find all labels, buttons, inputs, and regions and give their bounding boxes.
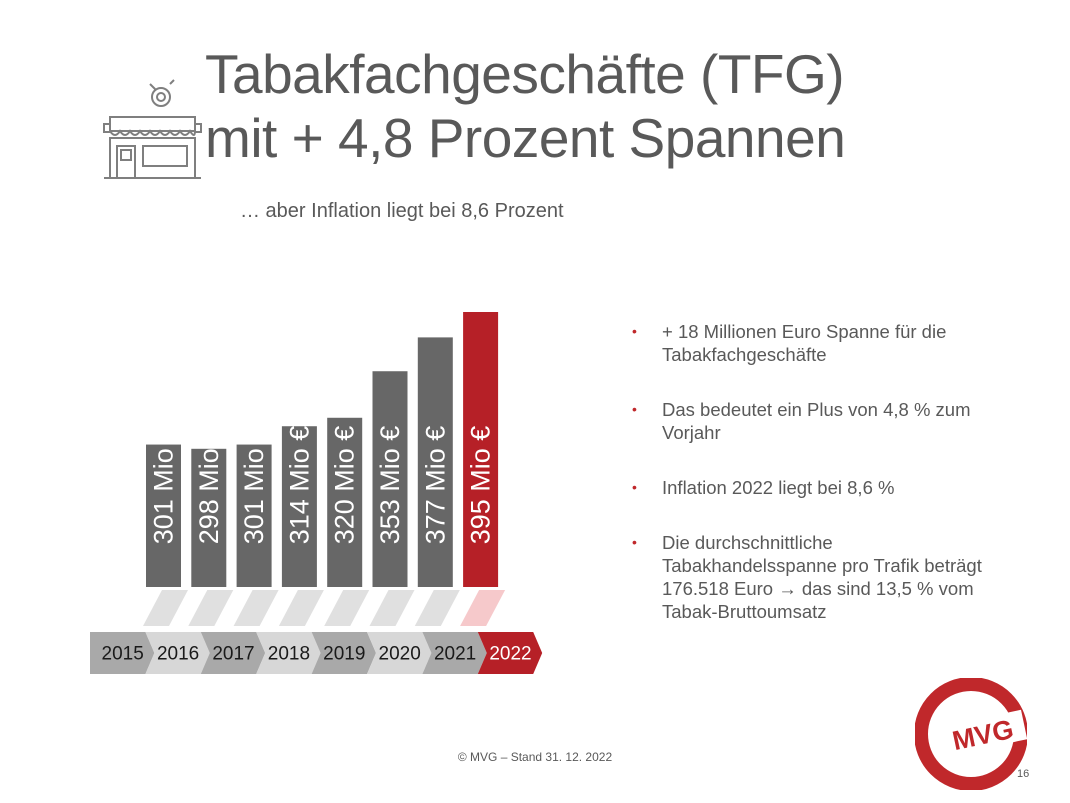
perspective-strip: [369, 590, 415, 626]
bullet-list: + 18 Millionen Euro Spanne für die Tabak…: [630, 320, 990, 655]
bar-value-label: 395 Mio €: [466, 426, 496, 545]
x-tick-label: 2017: [212, 644, 254, 665]
axis-segment-2015: [90, 632, 155, 674]
perspective-strip: [143, 590, 188, 626]
bar-2019: [327, 417, 363, 587]
x-tick-label: 2021: [434, 644, 476, 665]
axis-segment-2021: [422, 632, 487, 674]
bar-value-label: 353 Mio €: [375, 426, 405, 545]
bar-value-label: 314 Mio €: [284, 426, 314, 545]
bullet-item: Das bedeutet ein Plus von 4,8 % zum Vorj…: [630, 398, 990, 444]
bullet-item: Inflation 2022 liegt bei 8,6 %: [630, 476, 990, 499]
x-tick-label: 2019: [323, 644, 365, 665]
bar-2022: [463, 312, 499, 587]
bar-value-label: 377 Mio €: [420, 426, 450, 545]
axis-segment-2017: [200, 632, 266, 674]
title-line-2: mit + 4,8 Prozent Spannen: [205, 107, 846, 169]
perspective-strip: [233, 590, 279, 626]
bar-2016: [191, 448, 227, 587]
bar-2020: [372, 371, 408, 587]
bars-layer: 301 Mio € 298 Mio € 301 Mio € 314 Mio € 320 …: [143, 312, 506, 626]
title-line-1: Tabakfachgeschäfte (TFG): [205, 43, 845, 105]
bar-2021: [417, 337, 453, 587]
perspective-strip: [188, 590, 234, 626]
footer-copyright: © MVG – Stand 31. 12. 2022: [457, 750, 613, 764]
perspective-strip: [460, 590, 506, 626]
bar-2017: [236, 444, 272, 587]
axis-segment-2019: [311, 632, 376, 674]
bar-2018: [281, 426, 317, 587]
x-tick-label: 2022: [489, 644, 531, 665]
x-tick-label: 2018: [268, 644, 310, 665]
bullet-item: + 18 Millionen Euro Spanne für die Tabak…: [630, 320, 990, 366]
page-title: Tabakfachgeschäfte (TFG) mit + 4,8 Proze…: [205, 42, 846, 170]
axis-segment-2020: [367, 632, 432, 674]
bar-value-label: 298 Mio €: [194, 426, 224, 545]
perspective-strip: [278, 590, 324, 626]
perspective-strip: [324, 590, 370, 626]
x-axis: 2015 2016 2017 2018 2019 2020 2021 2022: [90, 632, 543, 674]
page-number: 16: [1017, 768, 1030, 780]
axis-segment-2022: [477, 632, 543, 674]
x-tick-label: 2016: [157, 644, 199, 665]
shop-icon: [103, 79, 202, 179]
bar-value-label: 301 Mio €: [239, 426, 269, 545]
x-tick-label: 2020: [379, 644, 421, 665]
axis-segment-2018: [256, 632, 321, 674]
x-tick-label: 2015: [102, 644, 144, 665]
bar-value-label: 301 Mio €: [149, 426, 179, 545]
bullet-item: Die durchschnittliche Tabakhandelsspanne…: [630, 531, 990, 623]
bar-value-label: 320 Mio €: [330, 426, 360, 545]
perspective-strip: [414, 590, 460, 626]
bar-2015: [146, 444, 181, 587]
svg-text:MVG: MVG: [950, 714, 1016, 756]
axis-segment-2016: [145, 632, 210, 674]
mvg-logo: MVG: [915, 678, 1027, 790]
page-subtitle: … aber Inflation liegt bei 8,6 Prozent: [240, 200, 564, 222]
